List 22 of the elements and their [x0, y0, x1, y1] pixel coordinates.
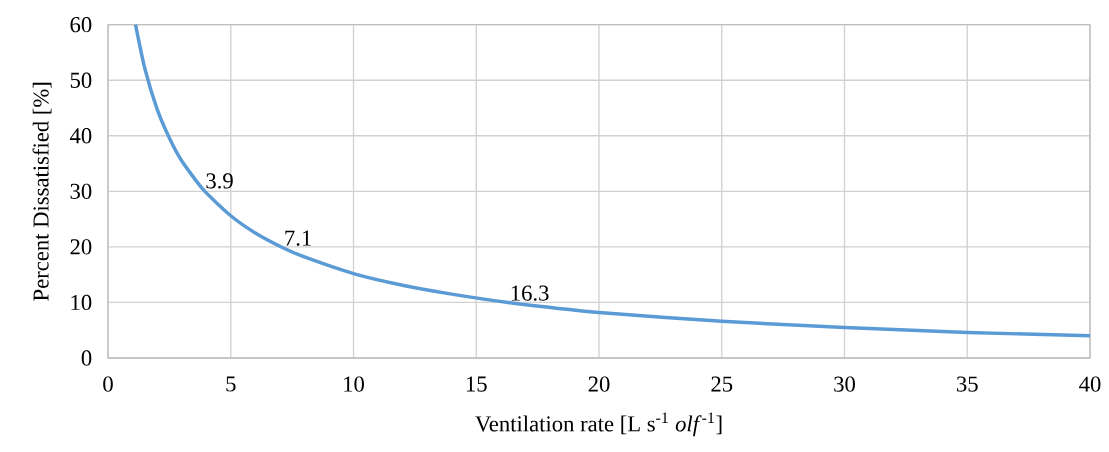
x-tick-label: 0: [103, 376, 113, 392]
annotation: 7.1: [285, 230, 311, 246]
x-tick-label: 20: [588, 376, 610, 392]
y-tick-label: 30: [70, 183, 92, 199]
y-tick-label: 60: [70, 17, 92, 33]
x-tick-label: 15: [466, 376, 487, 392]
x-tick-label: 5: [226, 376, 236, 392]
x-tick-label: 35: [957, 376, 978, 392]
x-tick-label: 10: [344, 376, 364, 392]
y-tick-label: 20: [70, 239, 92, 255]
y-tick-label: 40: [69, 128, 92, 144]
y-tick-label: 10: [71, 294, 92, 311]
x-axis-title: Ventilation rate [L s$^{-1}$ olf$^{-1}$]: [475, 412, 722, 437]
annotation: 16.3: [511, 285, 549, 301]
x-tick-label: 30: [834, 376, 855, 392]
y-tick-label: 0: [81, 350, 92, 366]
x-tick-label: 25: [711, 376, 733, 392]
y-axis-title: Percent Dissatisfied [%]: [32, 82, 52, 301]
line-series: [133, 22, 1092, 338]
annotation: 3.9: [206, 173, 233, 189]
y-tick-label: 50: [70, 72, 92, 88]
x-tick-label: 40: [1079, 376, 1101, 392]
